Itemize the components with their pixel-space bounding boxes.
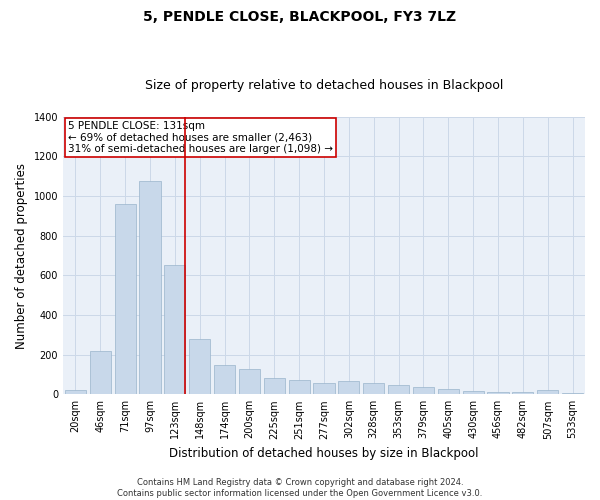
Title: Size of property relative to detached houses in Blackpool: Size of property relative to detached ho… <box>145 79 503 92</box>
Text: Contains HM Land Registry data © Crown copyright and database right 2024.
Contai: Contains HM Land Registry data © Crown c… <box>118 478 482 498</box>
Bar <box>189 339 211 394</box>
Bar <box>338 382 359 394</box>
X-axis label: Distribution of detached houses by size in Blackpool: Distribution of detached houses by size … <box>169 447 479 460</box>
Y-axis label: Number of detached properties: Number of detached properties <box>15 162 28 348</box>
Bar <box>115 204 136 394</box>
Bar <box>537 390 558 394</box>
Bar <box>313 384 335 394</box>
Bar <box>264 378 285 394</box>
Bar <box>164 266 185 394</box>
Bar <box>562 392 583 394</box>
Bar <box>463 392 484 394</box>
Bar <box>139 181 161 394</box>
Bar <box>438 390 459 394</box>
Bar <box>487 392 509 394</box>
Bar <box>289 380 310 394</box>
Bar <box>214 364 235 394</box>
Text: 5, PENDLE CLOSE, BLACKPOOL, FY3 7LZ: 5, PENDLE CLOSE, BLACKPOOL, FY3 7LZ <box>143 10 457 24</box>
Bar <box>239 368 260 394</box>
Bar <box>90 350 111 395</box>
Bar <box>413 388 434 394</box>
Bar <box>388 386 409 394</box>
Bar <box>65 390 86 394</box>
Bar <box>512 392 533 394</box>
Text: 5 PENDLE CLOSE: 131sqm
← 69% of detached houses are smaller (2,463)
31% of semi-: 5 PENDLE CLOSE: 131sqm ← 69% of detached… <box>68 121 333 154</box>
Bar <box>363 384 384 394</box>
